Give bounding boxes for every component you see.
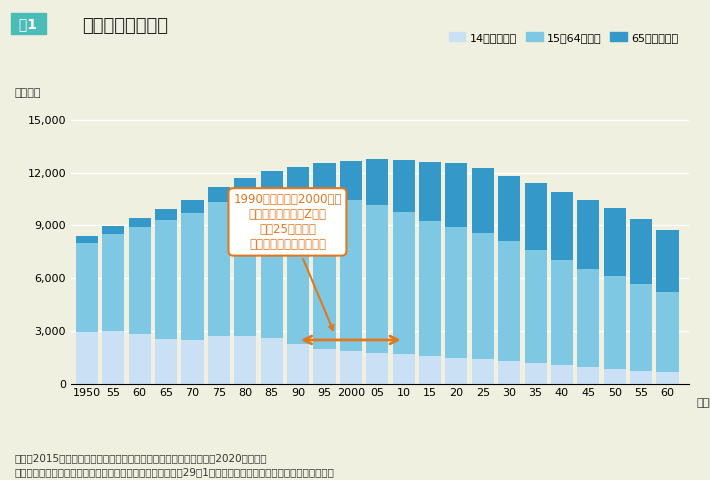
Bar (234, 197, 256, 336)
Bar (313, 349, 336, 384)
Bar (445, 227, 467, 358)
Bar (76, 332, 98, 384)
Bar (498, 361, 520, 384)
Bar (102, 235, 124, 331)
Text: （年）: （年） (697, 398, 710, 408)
Bar (577, 269, 599, 367)
Text: 日本の人口の推移: 日本の人口の推移 (82, 17, 168, 35)
Bar (76, 243, 98, 332)
Bar (208, 187, 230, 203)
Bar (604, 276, 626, 369)
Bar (313, 195, 336, 349)
Bar (339, 161, 362, 200)
Bar (339, 351, 362, 384)
Bar (525, 363, 547, 384)
Bar (181, 340, 204, 384)
Bar (261, 338, 283, 384)
Bar (155, 339, 177, 384)
Bar (181, 213, 204, 340)
Bar (630, 284, 652, 371)
Bar (657, 372, 679, 384)
Bar (525, 183, 547, 250)
Bar (366, 205, 388, 353)
FancyArrowPatch shape (304, 336, 398, 344)
Bar (76, 236, 98, 243)
Bar (630, 371, 652, 384)
Bar (366, 159, 388, 205)
Bar (498, 176, 520, 241)
Bar (471, 168, 494, 233)
Bar (129, 334, 151, 384)
Bar (577, 367, 599, 384)
Bar (208, 336, 230, 384)
Bar (445, 358, 467, 384)
Bar (155, 209, 177, 220)
Bar (287, 344, 309, 384)
Bar (498, 241, 520, 361)
Bar (261, 171, 283, 193)
Bar (630, 219, 652, 284)
Bar (657, 230, 679, 292)
Bar (419, 221, 441, 356)
Bar (445, 163, 467, 227)
Text: （万人）: （万人） (14, 88, 40, 98)
Bar (471, 233, 494, 359)
Bar (604, 369, 626, 384)
Bar (577, 200, 599, 269)
Bar (419, 356, 441, 384)
Bar (419, 163, 441, 221)
Bar (234, 336, 256, 384)
Bar (129, 218, 151, 228)
Bar (393, 160, 415, 212)
Bar (393, 212, 415, 354)
Bar (551, 192, 573, 260)
Bar (287, 167, 309, 193)
Text: 図1: 図1 (14, 17, 42, 31)
Bar (129, 228, 151, 334)
Bar (471, 359, 494, 384)
Bar (604, 208, 626, 276)
Bar (551, 365, 573, 384)
Bar (102, 331, 124, 384)
Bar (155, 220, 177, 339)
Text: 1990年代後半～2000年代
ジェネレーションZ世代
特に25歳以下＝
デジタルネイティブ世代: 1990年代後半～2000年代 ジェネレーションZ世代 特に25歳以下＝ デジタ… (233, 193, 342, 330)
Bar (393, 354, 415, 384)
Bar (366, 353, 388, 384)
Bar (339, 200, 362, 351)
Bar (657, 292, 679, 372)
Bar (287, 193, 309, 344)
Bar (313, 163, 336, 195)
Bar (181, 200, 204, 213)
Bar (261, 193, 283, 338)
Bar (525, 250, 547, 363)
Bar (234, 178, 256, 197)
Bar (551, 260, 573, 365)
Bar (208, 203, 230, 336)
Text: 出典：2015年までは総務省「国勢調査」（年齢不詳人口を除く）、2020年以降は
国立社会保障・人口問題研究所「日本の将来推計人口（平成29年1月推計）」（出生: 出典：2015年までは総務省「国勢調査」（年齢不詳人口を除く）、2020年以降は… (14, 454, 334, 478)
Bar (102, 226, 124, 235)
Legend: 14歳以下人口, 15～64歳人口, 65歳以上人口: 14歳以下人口, 15～64歳人口, 65歳以上人口 (444, 28, 683, 47)
